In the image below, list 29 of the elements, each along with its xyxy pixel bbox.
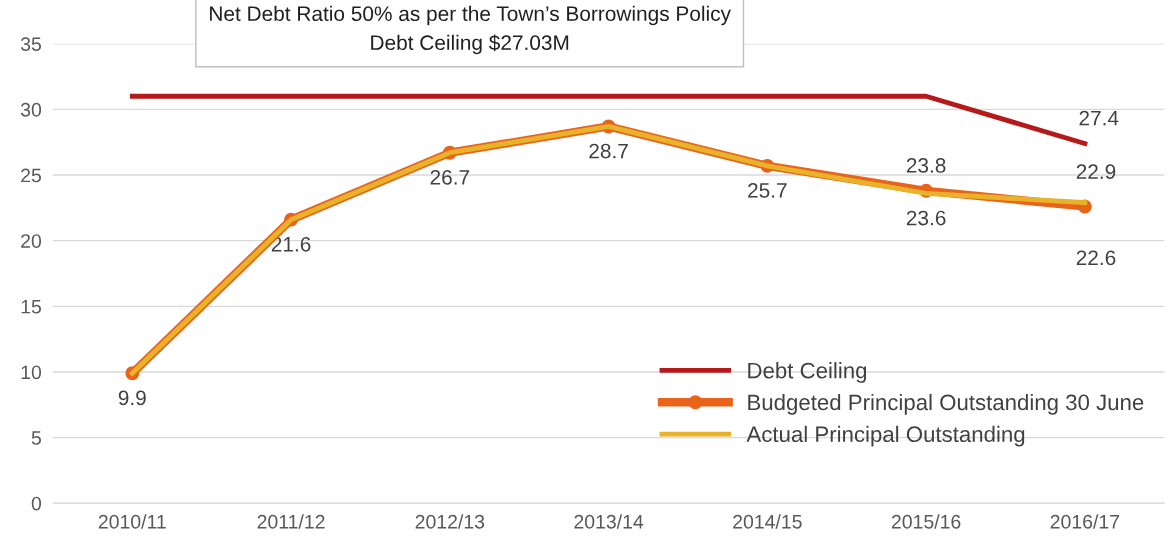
y-tick-label: 15 xyxy=(21,299,41,314)
data-label: 25.7 xyxy=(748,183,787,198)
y-tick-label: 5 xyxy=(31,431,41,445)
legend-label: Actual Principal Outstanding xyxy=(746,425,1025,447)
y-tick-label: 25 xyxy=(21,168,41,183)
y-tick-label: 30 xyxy=(20,102,42,117)
data-label: 28.7 xyxy=(589,143,628,159)
data-label: 22.9 xyxy=(1076,164,1116,180)
data-label: 22.6 xyxy=(1076,250,1116,266)
x-tick-label: 2010/11 xyxy=(98,514,166,529)
chart-subtitle: Debt Ceiling $27.03M xyxy=(371,34,569,55)
x-tick-label: 2012/13 xyxy=(415,514,485,529)
data-label: 26.7 xyxy=(430,169,470,185)
data-label: 23.6 xyxy=(906,210,946,226)
x-tick-label: 2013/14 xyxy=(574,514,644,529)
x-tick-label: 2015/16 xyxy=(891,514,961,529)
x-tick-label: 2011/12 xyxy=(257,514,325,529)
legend-label: Budgeted Principal Outstanding 30 June xyxy=(748,393,1144,415)
chart-title: Net Debt Ratio 50% as per the Town’s Borrowings Policy xyxy=(210,5,731,26)
y-tick-label: 20 xyxy=(21,234,42,248)
x-tick-label: 2016/17 xyxy=(1050,514,1120,529)
y-tick-label: 0 xyxy=(31,496,42,511)
y-tick-label: 10 xyxy=(21,365,42,380)
data-label: 27.4 xyxy=(1079,110,1119,126)
y-tick-label: 35 xyxy=(20,37,41,51)
x-tick-label: 2014/15 xyxy=(733,514,802,529)
data-label: 9.9 xyxy=(118,390,146,406)
data-label: 23.8 xyxy=(906,158,946,173)
legend-label: Debt Ceiling xyxy=(748,362,867,383)
